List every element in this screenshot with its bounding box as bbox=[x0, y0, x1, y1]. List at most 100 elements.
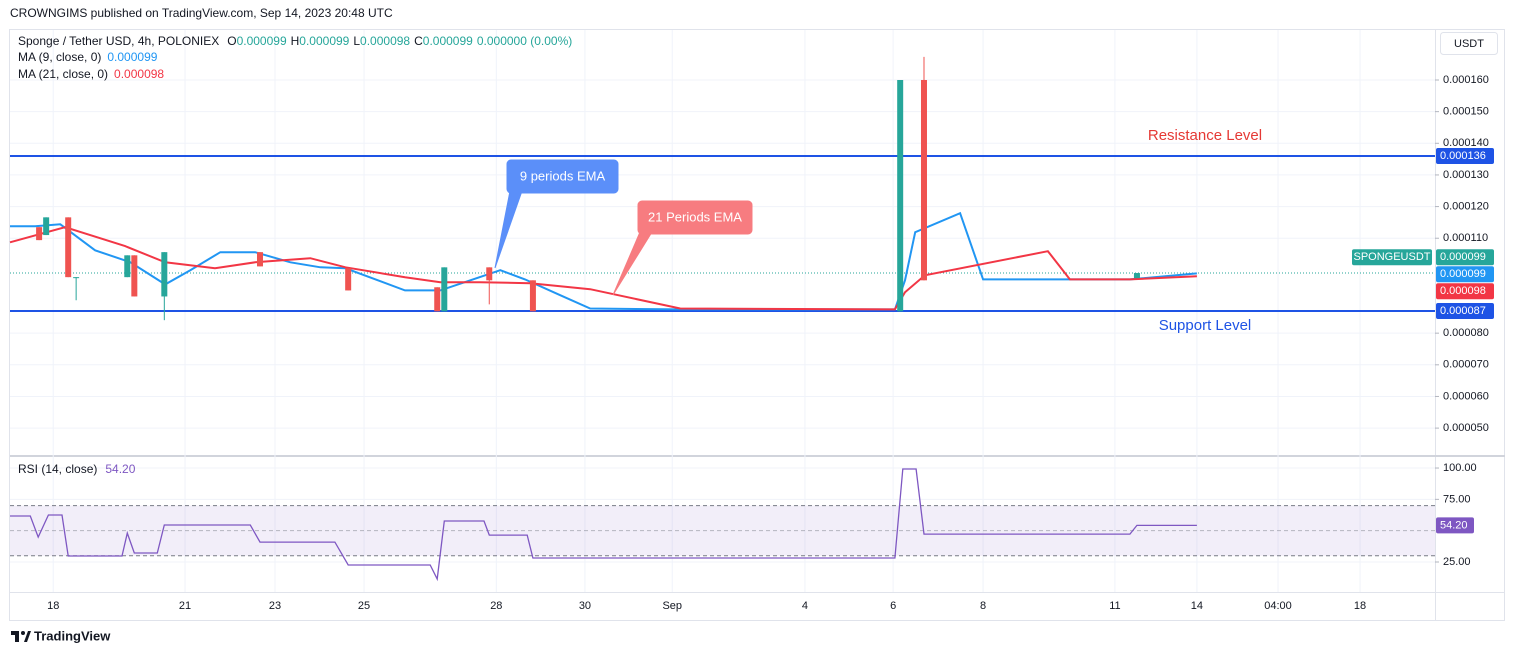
axis-tag bbox=[1436, 266, 1494, 283]
x-tick-label: 04:00 bbox=[1264, 600, 1292, 612]
x-tick-label: Sep bbox=[662, 600, 682, 612]
symbol-tag bbox=[1352, 249, 1432, 266]
x-tick-label: 28 bbox=[490, 600, 502, 612]
ohlc-key: L bbox=[353, 34, 360, 48]
rsi-value: 54.20 bbox=[105, 462, 135, 476]
y-tick-label: 0.000110 bbox=[1443, 232, 1488, 244]
x-tick-label: 18 bbox=[1354, 600, 1366, 612]
candle-body bbox=[65, 217, 72, 278]
logo-mark bbox=[21, 631, 25, 635]
legend: RSI (14, close) 54.20 bbox=[18, 462, 136, 476]
axis-tag-label: 54.20 bbox=[1440, 519, 1468, 531]
axis-tag bbox=[1436, 147, 1494, 164]
candle-body bbox=[897, 80, 904, 312]
x-tick-label: 18 bbox=[47, 600, 59, 612]
ohlc-value: 0.000099 bbox=[423, 34, 473, 48]
y-tick-label: 0.000120 bbox=[1443, 200, 1489, 212]
y-tick-label: 0.000060 bbox=[1443, 390, 1489, 402]
candle-body bbox=[920, 80, 927, 281]
ma-name: MA (21, close, 0) bbox=[18, 67, 108, 81]
candle-body bbox=[73, 277, 80, 279]
x-tick-label: 23 bbox=[269, 600, 281, 612]
ma-value: 0.000098 bbox=[114, 67, 164, 81]
y-tick-label: 0.000160 bbox=[1443, 74, 1489, 86]
currency-button-label[interactable]: USDT bbox=[1454, 38, 1484, 50]
axis-tag bbox=[1436, 303, 1494, 320]
candle-body bbox=[124, 255, 131, 278]
rsi-line bbox=[10, 468, 1197, 582]
callout: 21 Periods EMA bbox=[612, 200, 753, 296]
ohlc-value: 0.000098 bbox=[360, 34, 410, 48]
y-tick-label: 75.00 bbox=[1443, 493, 1471, 505]
candle-body bbox=[131, 255, 138, 297]
candle-body bbox=[256, 252, 263, 267]
candle-body bbox=[1133, 273, 1140, 279]
x-tick-label: 14 bbox=[1191, 600, 1203, 612]
legend: Sponge / Tether USD, 4h, POLONIEX O0.0000… bbox=[18, 34, 572, 48]
legend: MA (9, close, 0) 0.000099 bbox=[18, 50, 158, 64]
y-tick-label: 100.00 bbox=[1443, 462, 1477, 474]
x-tick-label: 8 bbox=[980, 600, 986, 612]
x-tick-label: 21 bbox=[179, 600, 191, 612]
legend: MA (21, close, 0) 0.000098 bbox=[18, 67, 164, 81]
ohlc-value: 0.000099 bbox=[237, 34, 287, 48]
axis-tag-label: 0.000099 bbox=[1440, 268, 1486, 280]
rsi-band bbox=[10, 505, 1435, 556]
ohlc-key: O bbox=[227, 34, 236, 48]
axis-tag-label: 0.000136 bbox=[1440, 150, 1486, 162]
level-note: Resistance Level bbox=[1148, 127, 1262, 144]
axis-tag bbox=[1436, 249, 1494, 266]
axis-tag-label: 0.000098 bbox=[1440, 285, 1486, 297]
x-tick-label: 6 bbox=[890, 600, 896, 612]
marks: Resistance Level Support Level 9 periods E… bbox=[9, 56, 1435, 582]
callout-text: 21 Periods EMA bbox=[648, 209, 742, 224]
y-tick-label: 0.000150 bbox=[1443, 106, 1489, 118]
ma-name: MA (9, close, 0) bbox=[18, 50, 101, 64]
logo-mark bbox=[24, 631, 31, 642]
ohlc-change: 0.000000 (0.00%) bbox=[477, 34, 572, 48]
callout-text: 9 periods EMA bbox=[520, 168, 606, 183]
footer-logo: TradingView bbox=[11, 628, 111, 643]
axis-tag-label: 0.000087 bbox=[1440, 305, 1486, 317]
legend-title: Sponge / Tether USD, 4h, POLONIEX bbox=[18, 34, 219, 48]
ohlc-value: 0.000099 bbox=[299, 34, 349, 48]
y-tick-label: 0.000130 bbox=[1443, 169, 1489, 181]
candle-body bbox=[441, 267, 448, 312]
axis-tag-label: 0.000099 bbox=[1440, 251, 1486, 263]
logo-mark bbox=[15, 631, 19, 642]
candle-body bbox=[529, 280, 536, 312]
level-note: Support Level bbox=[1159, 317, 1252, 334]
y-tick-label: 0.000070 bbox=[1443, 359, 1489, 371]
axis-tag bbox=[1436, 283, 1494, 300]
x-tick-label: 30 bbox=[579, 600, 591, 612]
y-tick-label: 25.00 bbox=[1443, 556, 1471, 568]
ohlc-key: H bbox=[291, 34, 300, 48]
x-tick-label: 25 bbox=[358, 600, 370, 612]
y-tick-label: 0.000140 bbox=[1443, 137, 1489, 149]
footer-logo-text: TradingView bbox=[34, 628, 111, 643]
callout-box bbox=[637, 200, 753, 235]
ohlc-key: C bbox=[414, 34, 423, 48]
y-tick-label: 0.000050 bbox=[1443, 422, 1489, 434]
ma-line bbox=[10, 211, 1197, 311]
chart-frame bbox=[9, 29, 1505, 621]
callout: 9 periods EMA bbox=[494, 159, 619, 269]
callout-box bbox=[506, 159, 619, 194]
candle-body bbox=[486, 267, 493, 281]
ma-value: 0.000099 bbox=[107, 50, 157, 64]
candle-body bbox=[36, 227, 43, 241]
axes: 0.000050 0.000060 0.000070 0.000080 0.000110… bbox=[47, 74, 1494, 612]
candle-body bbox=[161, 252, 168, 297]
rsi-name: RSI (14, close) bbox=[18, 462, 97, 476]
axis-tag bbox=[1436, 517, 1474, 534]
x-tick-label: 4 bbox=[802, 600, 808, 612]
published-line: CROWNGIMS published on TradingView.com, … bbox=[10, 6, 393, 20]
candle-body bbox=[43, 217, 50, 236]
candle-body bbox=[434, 287, 441, 312]
currency-button[interactable] bbox=[1440, 32, 1498, 55]
y-tick-label: 0.000080 bbox=[1443, 327, 1489, 339]
symbol-tag-label: SPONGEUSDT bbox=[1353, 251, 1430, 263]
x-tick-label: 11 bbox=[1109, 600, 1120, 612]
